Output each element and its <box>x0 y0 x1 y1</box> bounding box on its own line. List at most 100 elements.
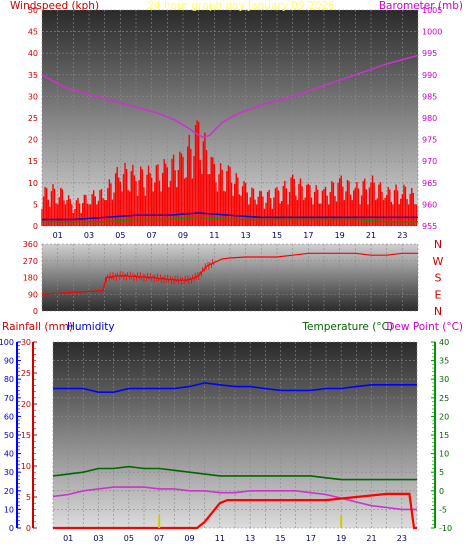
temperature-tick: 35 <box>439 357 449 366</box>
compass-label: S <box>435 272 442 285</box>
direction-y-tick: 0 <box>33 307 38 316</box>
humidity-tick: 0 <box>9 524 14 533</box>
wind-y-tick: 40 <box>28 49 38 58</box>
humidity-tick: 90 <box>4 357 14 366</box>
humidity-tick: 20 <box>4 487 14 496</box>
temperature-tick: 30 <box>439 375 449 384</box>
barometer-y-tick: 970 <box>422 157 437 166</box>
humidity-tick: 10 <box>4 505 14 514</box>
rainfall-tick: 5 <box>26 493 31 502</box>
compass-label: N <box>434 305 442 318</box>
temperature-x-tick: 11 <box>215 534 225 543</box>
rainfall-tick: 0 <box>26 524 31 533</box>
temperature-tick: 10 <box>439 450 449 459</box>
temperature-axis: -10 -5 0 5 10 15 20 25 30 35 40 <box>431 338 452 533</box>
wind-y-tick: 50 <box>28 6 38 15</box>
wind-x-tick: 15 <box>272 231 282 240</box>
temperature-line <box>52 465 417 481</box>
barometer-y-tick: 995 <box>422 49 437 58</box>
temperature-tick: -10 <box>439 524 452 533</box>
temperature-x-tick: 17 <box>306 534 316 543</box>
rainfall-line <box>53 492 417 530</box>
dewpoint-line <box>52 486 417 511</box>
wind-direction-line <box>41 252 418 295</box>
wind-avg-line <box>42 216 418 223</box>
barometer-y-tick: 985 <box>422 92 437 101</box>
rainfall-tick: 10 <box>21 462 31 471</box>
direction-series <box>41 252 418 295</box>
wind-x-tick: 17 <box>303 231 313 240</box>
wind-barometer-series <box>41 54 419 223</box>
compass-label: W <box>433 255 444 268</box>
wind-y-tick: 30 <box>28 92 38 101</box>
temperature-x-tick: 01 <box>63 534 73 543</box>
wind-x-tick: 21 <box>366 231 376 240</box>
direction-y-ticks: 0 90 180 270 360 <box>23 240 38 316</box>
barometer-y-tick: 1000 <box>422 28 442 37</box>
humidity-tick: 60 <box>4 412 14 421</box>
wind-x-tick: 05 <box>115 231 125 240</box>
rainfall-axis-title: Rainfall (mm) <box>2 321 73 333</box>
wind-x-tick: 01 <box>53 231 63 240</box>
humidity-tick: 40 <box>4 450 14 459</box>
rainfall-tick: 30 <box>21 338 31 347</box>
temperature-x-tick: 09 <box>184 534 194 543</box>
wind-x-tick: 13 <box>241 231 251 240</box>
temperature-x-tick: 21 <box>366 534 376 543</box>
barometer-y-tick: 965 <box>422 179 437 188</box>
temperature-tick: -5 <box>439 505 447 514</box>
barometer-y-tick: 1005 <box>422 6 442 15</box>
barometer-y-tick: 955 <box>422 222 437 231</box>
wind-y-tick: 15 <box>28 157 38 166</box>
temperature-tick: 15 <box>439 431 449 440</box>
direction-y-tick: 360 <box>23 240 38 249</box>
rainfall-tick: 20 <box>21 400 31 409</box>
temperature-x-tick: 15 <box>275 534 285 543</box>
barometer-y-tick: 960 <box>422 200 437 209</box>
temperature-tick: 0 <box>439 487 444 496</box>
barometer-axis-title: Barometer (mb) <box>379 0 463 12</box>
wind-y-tick: 35 <box>28 71 38 80</box>
wind-x-tick: 09 <box>178 231 188 240</box>
wind-x-tick: 19 <box>335 231 345 240</box>
wind-x-tick: 07 <box>147 231 157 240</box>
wind-x-tick: 11 <box>209 231 219 240</box>
rainfall-axis: 0 5 10 15 20 25 30 <box>21 338 37 533</box>
temperature-x-tick: 03 <box>93 534 103 543</box>
temperature-tick: 5 <box>439 468 444 477</box>
wind-y-tick: 0 <box>33 222 38 231</box>
humidity-tick: 50 <box>4 431 14 440</box>
temperature-x-tick: 19 <box>336 534 346 543</box>
humidity-axis: 0 10 20 30 40 50 60 70 80 90 100 <box>0 338 21 533</box>
wind-y-ticks: 0 5 10 15 20 25 30 35 40 45 50 <box>28 6 38 231</box>
direction-y-tick: 180 <box>23 274 38 283</box>
wind-x-tick: 23 <box>397 231 407 240</box>
chart-title: 24 hour graph day January 09 2026 <box>147 0 335 12</box>
wind-x-ticks: 01 03 05 07 09 11 13 15 17 19 21 23 <box>53 231 408 240</box>
humidity-line <box>53 382 417 394</box>
compass-label: E <box>435 288 442 301</box>
wind-y-tick: 45 <box>28 28 38 37</box>
barometer-y-tick: 980 <box>422 114 437 123</box>
temperature-x-tick: 23 <box>397 534 407 543</box>
rainfall-tick: 15 <box>21 431 31 440</box>
barometer-line <box>41 54 419 139</box>
wind-x-tick: 03 <box>84 231 94 240</box>
wind-y-tick: 10 <box>28 179 38 188</box>
humidity-tick: 70 <box>4 394 14 403</box>
wind-y-tick: 25 <box>28 114 38 123</box>
temperature-x-ticks: 01 03 05 07 09 11 13 15 17 19 21 23 <box>63 534 407 543</box>
temperature-x-tick: 13 <box>245 534 255 543</box>
wind-axis-title: Windspeed (kph) <box>10 0 99 12</box>
temperature-tick: 40 <box>439 338 449 347</box>
humidity-tick: 80 <box>4 375 14 384</box>
temperature-tick: 20 <box>439 412 449 421</box>
rainfall-tick: 25 <box>21 369 31 378</box>
direction-y-tick: 90 <box>28 290 38 299</box>
dewpoint-axis-title: Dew Point (°C) <box>386 321 463 333</box>
barometer-y-tick: 975 <box>422 136 437 145</box>
temperature-x-tick: 07 <box>154 534 164 543</box>
compass-label: N <box>434 238 442 251</box>
